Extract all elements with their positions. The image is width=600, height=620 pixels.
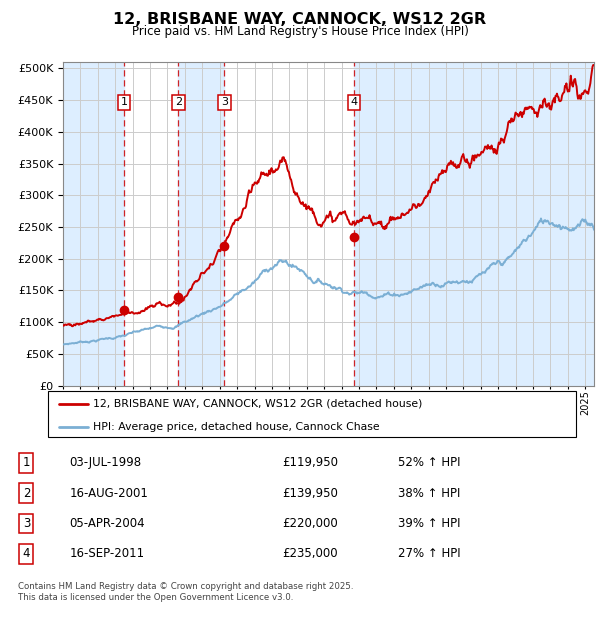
Text: 05-APR-2004: 05-APR-2004 (70, 517, 145, 530)
Text: 3: 3 (23, 517, 30, 530)
Text: 1: 1 (121, 97, 127, 107)
Text: 4: 4 (23, 547, 30, 560)
Text: 38% ↑ HPI: 38% ↑ HPI (398, 487, 460, 500)
Text: This data is licensed under the Open Government Licence v3.0.: This data is licensed under the Open Gov… (18, 593, 293, 602)
Text: 12, BRISBANE WAY, CANNOCK, WS12 2GR (detached house): 12, BRISBANE WAY, CANNOCK, WS12 2GR (det… (93, 399, 422, 409)
Text: 27% ↑ HPI: 27% ↑ HPI (398, 547, 461, 560)
Text: £235,000: £235,000 (283, 547, 338, 560)
Text: 2: 2 (23, 487, 30, 500)
Bar (63, 62, 124, 386)
Text: Contains HM Land Registry data © Crown copyright and database right 2025.: Contains HM Land Registry data © Crown c… (18, 582, 353, 591)
Text: £119,950: £119,950 (283, 456, 339, 469)
Text: 52% ↑ HPI: 52% ↑ HPI (398, 456, 460, 469)
Text: 12, BRISBANE WAY, CANNOCK, WS12 2GR: 12, BRISBANE WAY, CANNOCK, WS12 2GR (113, 12, 487, 27)
Text: £139,950: £139,950 (283, 487, 338, 500)
Text: 16-SEP-2011: 16-SEP-2011 (70, 547, 145, 560)
Text: 16-AUG-2001: 16-AUG-2001 (70, 487, 148, 500)
Bar (178, 62, 224, 386)
Text: £220,000: £220,000 (283, 517, 338, 530)
Text: 03-JUL-1998: 03-JUL-1998 (70, 456, 142, 469)
Text: Price paid vs. HM Land Registry's House Price Index (HPI): Price paid vs. HM Land Registry's House … (131, 25, 469, 38)
Text: 4: 4 (350, 97, 358, 107)
Text: 2: 2 (175, 97, 182, 107)
Text: 39% ↑ HPI: 39% ↑ HPI (398, 517, 460, 530)
Text: 1: 1 (23, 456, 30, 469)
Bar (354, 62, 594, 386)
Text: HPI: Average price, detached house, Cannock Chase: HPI: Average price, detached house, Cann… (93, 422, 380, 432)
FancyBboxPatch shape (48, 391, 576, 437)
Text: 3: 3 (221, 97, 228, 107)
